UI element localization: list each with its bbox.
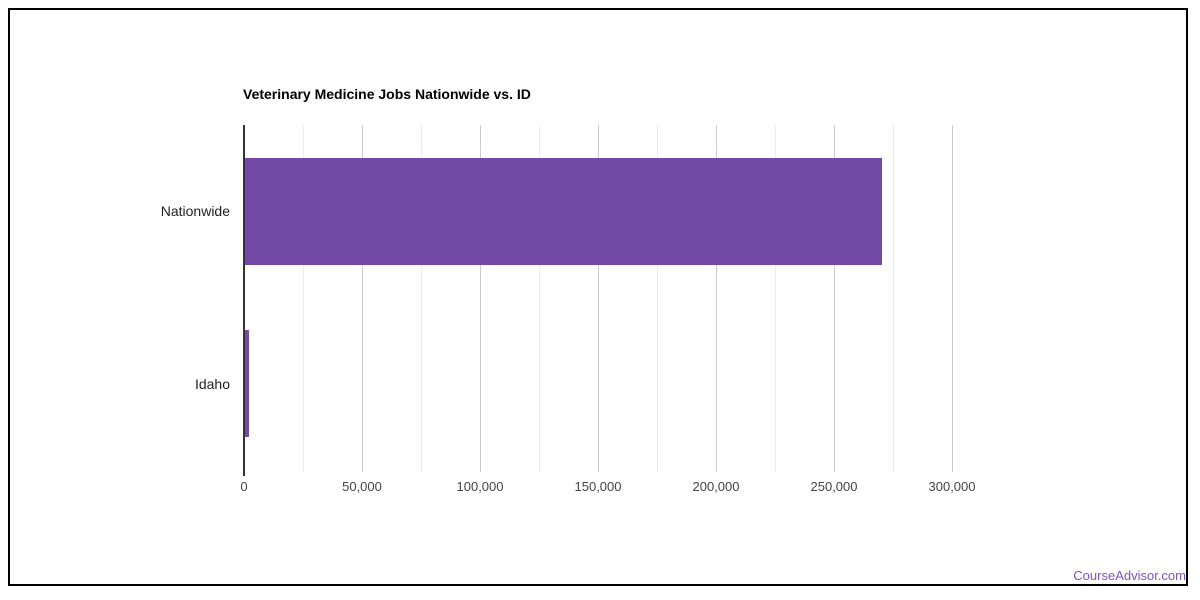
- x-axis-tick-label: 300,000: [928, 479, 976, 494]
- x-axis-tick-label: 0: [240, 479, 248, 494]
- gridline-major: [480, 125, 481, 472]
- bar-nationwide[interactable]: [245, 157, 883, 265]
- category-label-nationwide: Nationwide: [160, 203, 230, 220]
- chart-title: Veterinary Medicine Jobs Nationwide vs. …: [243, 86, 531, 102]
- gridline-major: [952, 125, 953, 472]
- gridline-major: [834, 125, 835, 472]
- x-axis-tick-label: 100,000: [456, 479, 504, 494]
- gridline-major: [598, 125, 599, 472]
- gridline-major: [716, 125, 717, 472]
- x-axis-tick-label: 150,000: [574, 479, 622, 494]
- y-axis-line: [243, 125, 245, 476]
- gridline-minor: [303, 125, 304, 472]
- gridline-minor: [775, 125, 776, 472]
- courseadvisor-link[interactable]: CourseAdvisor.com: [1073, 568, 1186, 583]
- x-axis-tick-label: 250,000: [810, 479, 858, 494]
- x-axis-tick-label: 50,000: [342, 479, 382, 494]
- gridline-minor: [421, 125, 422, 472]
- x-axis-tick-label: 200,000: [692, 479, 740, 494]
- gridline-major: [362, 125, 363, 472]
- gridline-minor: [893, 125, 894, 472]
- bar-idaho[interactable]: [245, 330, 249, 438]
- category-label-idaho: Idaho: [194, 375, 230, 392]
- gridline-minor: [539, 125, 540, 472]
- gridline-minor: [657, 125, 658, 472]
